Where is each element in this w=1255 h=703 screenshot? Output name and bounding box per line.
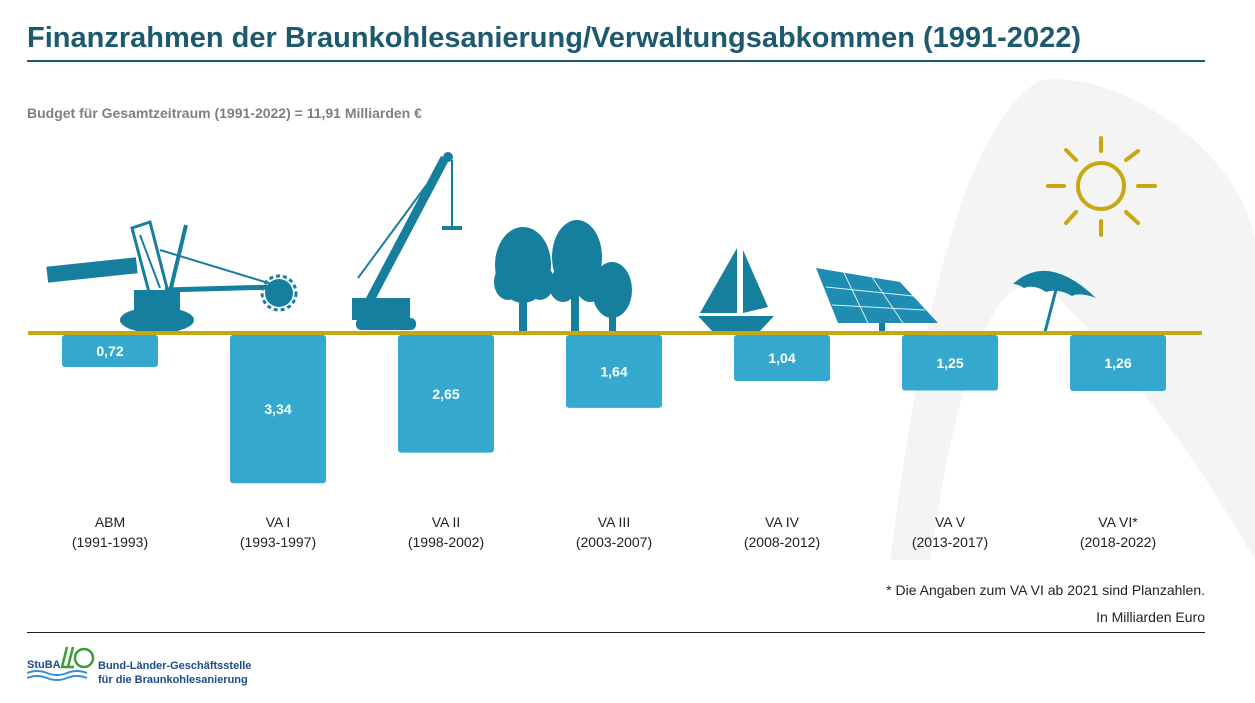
category-period-0: (1991-1993) (72, 534, 148, 550)
category-label-3: VA III (598, 514, 630, 530)
value-label-4: 1,04 (768, 350, 795, 366)
category-label-2: VA II (432, 514, 461, 530)
sun-icon (1046, 136, 1157, 237)
category-period-6: (2018-2022) (1080, 534, 1156, 550)
category-label-6: VA VI* (1098, 514, 1138, 530)
sun-umbrella-icon (1013, 270, 1096, 333)
solar-panel-icon (816, 268, 938, 331)
stuba-logo: StuBA (27, 646, 95, 681)
chart-subtitle: Budget für Gesamtzeitraum (1991-2022) = … (27, 105, 422, 121)
logo-text: Bund-Länder-Geschäftsstelle für die Brau… (98, 659, 251, 687)
chart-title: Finanzrahmen der Braunkohlesanierung/Ver… (27, 22, 1081, 54)
category-period-1: (1993-1997) (240, 534, 316, 550)
category-label-1: VA I (266, 514, 291, 530)
logo-line2: für die Braunkohlesanierung (98, 674, 248, 686)
bar-2 (398, 335, 494, 453)
value-label-3: 1,64 (600, 363, 627, 379)
trees-icon (494, 220, 632, 332)
category-label-0: ABM (95, 514, 125, 530)
value-label-6: 1,26 (1104, 355, 1131, 371)
bar-0 (62, 335, 158, 367)
crane-icon (352, 152, 462, 330)
category-period-3: (2003-2007) (576, 534, 652, 550)
bars-group: 0,72 ABM (1991-1993) 3,34 VA I (1993-1997) 2,6… (62, 335, 1166, 550)
value-label-2: 2,65 (432, 386, 459, 402)
sailboat-icon (698, 248, 774, 331)
bar-3 (566, 335, 662, 408)
logo-line1: Bund-Länder-Geschäftsstelle (98, 660, 252, 672)
bar-6 (1070, 335, 1166, 391)
category-period-2: (1998-2002) (408, 534, 484, 550)
category-period-5: (2013-2017) (912, 534, 988, 550)
bar-5 (902, 335, 998, 391)
footnote: * Die Angaben zum VA VI ab 2021 sind Pla… (886, 582, 1205, 598)
category-period-4: (2008-2012) (744, 534, 820, 550)
category-label-4: VA IV (765, 514, 800, 530)
bar-1 (230, 335, 326, 484)
unit-note: In Milliarden Euro (1096, 609, 1205, 625)
value-label-1: 3,34 (264, 401, 291, 417)
footer-divider (27, 632, 1205, 633)
logo-abbr: StuBA (27, 659, 61, 671)
value-label-5: 1,25 (936, 355, 963, 371)
excavator-icon (46, 220, 298, 333)
title-divider (27, 60, 1205, 62)
category-label-5: VA V (935, 514, 966, 530)
bar-4 (734, 335, 830, 382)
value-label-0: 0,72 (96, 343, 123, 359)
